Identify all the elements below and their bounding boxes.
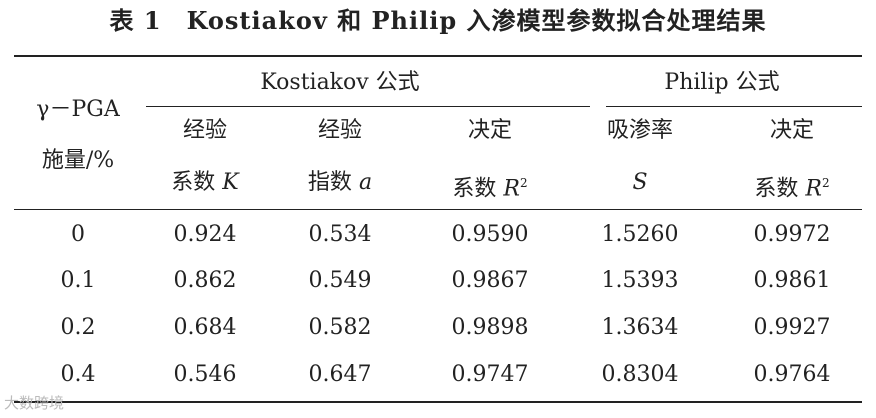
- column-header-text: 系数: [452, 176, 497, 202]
- column-variable: R: [805, 176, 822, 202]
- column-header: 系数 R2: [452, 170, 527, 202]
- row-header: 施量/%: [41, 148, 115, 173]
- column-header: 系数 R2: [754, 170, 829, 202]
- column-variable: a: [358, 170, 373, 195]
- column-header: 指数 a: [308, 170, 372, 196]
- column-variable: R: [503, 176, 520, 202]
- cell: 0.9898: [451, 315, 529, 340]
- cell: 0.9747: [451, 362, 529, 387]
- column-variable: S: [632, 170, 648, 195]
- column-superscript: 2: [519, 176, 528, 190]
- column-header: 系数 K: [171, 170, 238, 196]
- column-header: 吸渗率: [606, 118, 674, 143]
- column-variable: K: [222, 170, 239, 195]
- column-header-text: 系数: [171, 170, 216, 195]
- cell: 0.647: [308, 362, 372, 387]
- top-rule: [14, 55, 862, 57]
- cell: 0.684: [173, 315, 237, 340]
- column-header: S: [632, 170, 647, 196]
- cell: 0.9867: [451, 268, 529, 293]
- cell: 0.9590: [451, 222, 529, 247]
- watermark: 大数跨境: [4, 394, 65, 412]
- header-rule: [14, 209, 862, 210]
- column-header: 决定: [769, 118, 815, 143]
- cell: 0.924: [173, 222, 237, 247]
- cell: 1.5393: [601, 268, 679, 293]
- cell: 0.9927: [753, 315, 831, 340]
- group-rule: [606, 106, 862, 107]
- cell: 0: [71, 222, 85, 247]
- cell: 1.3634: [601, 315, 679, 340]
- cell: 0.8304: [601, 362, 679, 387]
- row-header: γ－PGA: [36, 97, 120, 122]
- column-header: 经验: [317, 118, 363, 143]
- cell: 0.549: [308, 268, 372, 293]
- cell: 0.1: [60, 268, 96, 293]
- column-header-text: 系数: [754, 176, 799, 202]
- group-header: Philip 公式: [664, 70, 780, 95]
- cell: 0.582: [308, 315, 372, 340]
- cell: 1.5260: [601, 222, 679, 247]
- column-header-text: 指数: [307, 170, 352, 195]
- cell: 0.4: [60, 362, 96, 387]
- column-superscript: 2: [821, 176, 830, 190]
- cell: 0.9861: [753, 268, 831, 293]
- group-rule: [146, 106, 590, 107]
- cell: 0.534: [308, 222, 372, 247]
- cell: 0.2: [60, 315, 96, 340]
- column-header: 经验: [182, 118, 228, 143]
- title: 表 1 Kostiakov 和 Philip 入渗模型参数拟合处理结果: [109, 6, 767, 35]
- cell: 0.9972: [753, 222, 831, 247]
- cell: 0.862: [173, 268, 237, 293]
- column-header: 决定: [467, 118, 513, 143]
- cell: 0.546: [173, 362, 237, 387]
- bottom-rule: [14, 401, 862, 403]
- group-header: Kostiakov 公式: [260, 70, 420, 95]
- cell: 0.9764: [753, 362, 831, 387]
